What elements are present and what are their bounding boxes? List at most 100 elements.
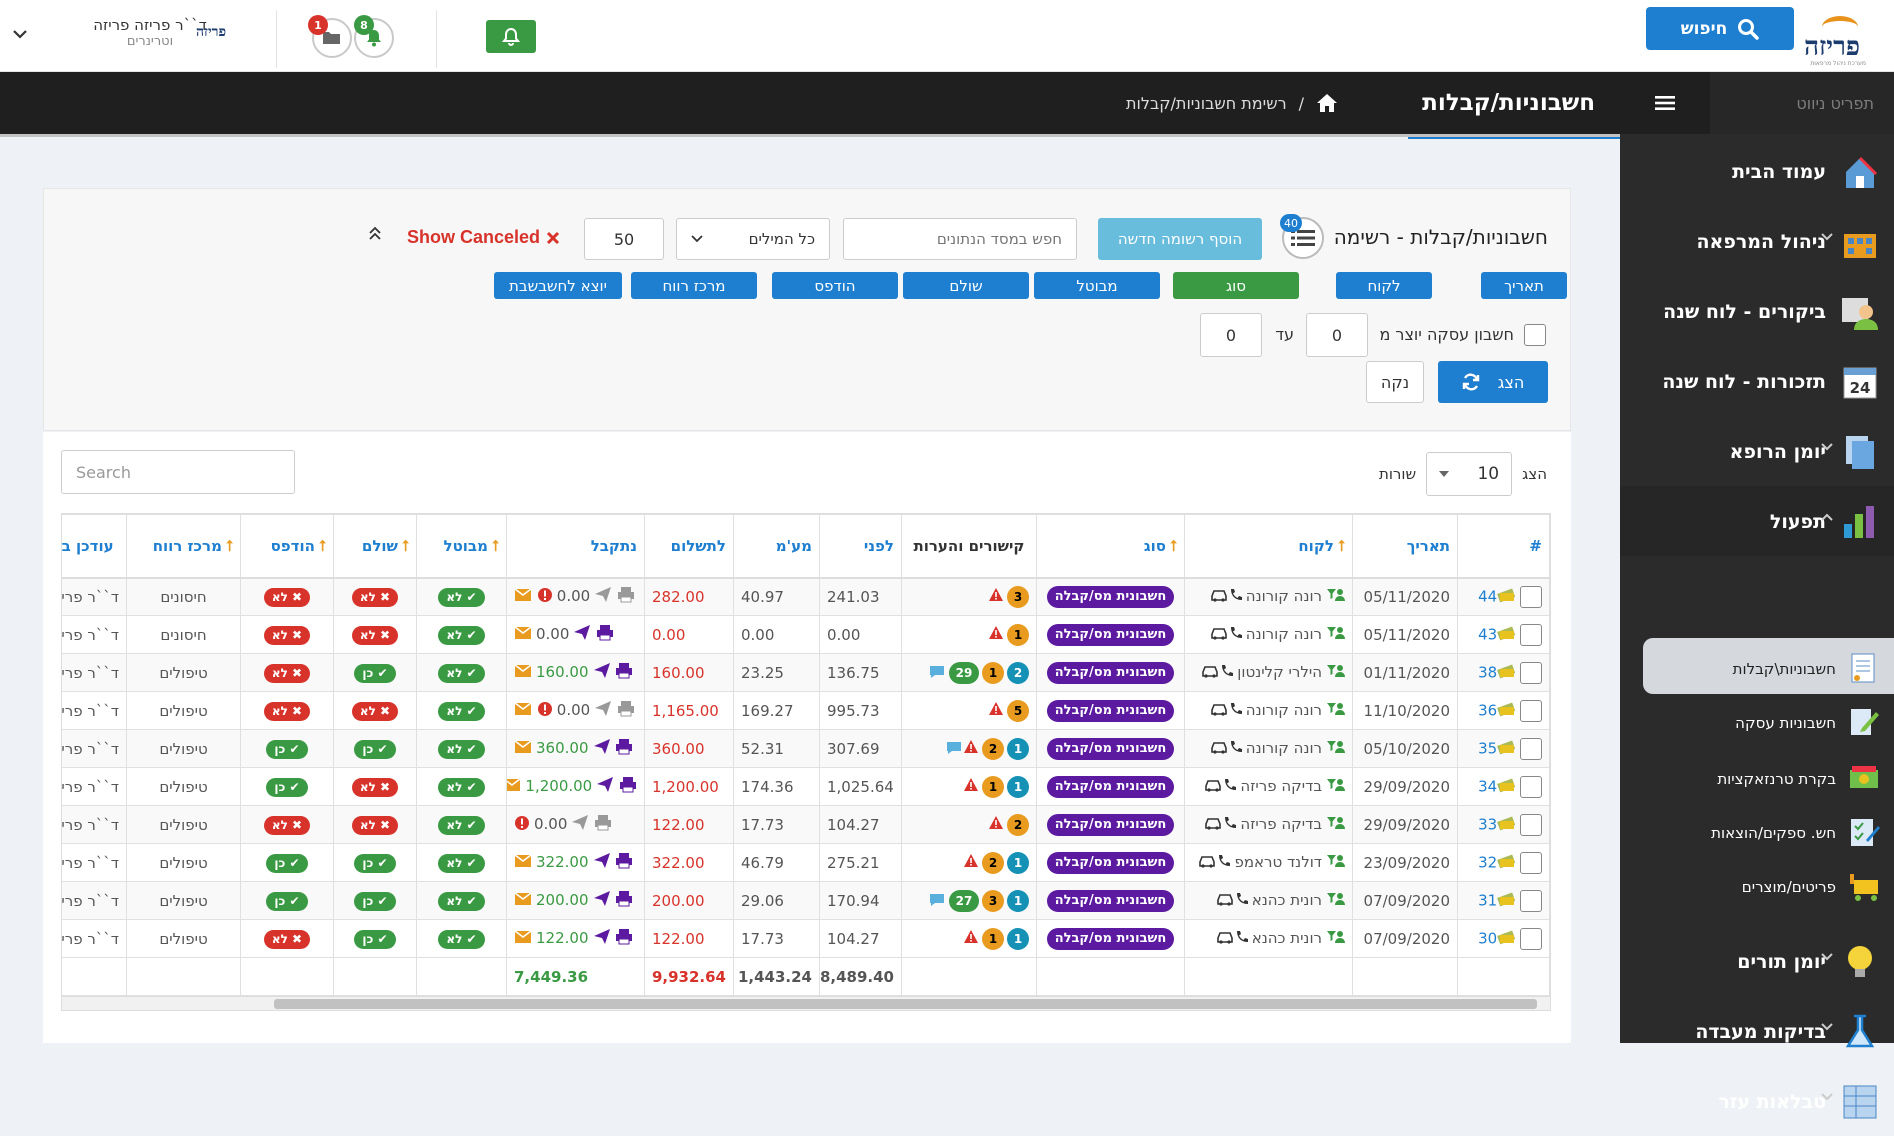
link-count-badge[interactable]: 1 (1007, 775, 1029, 798)
range-checkbox[interactable] (1524, 324, 1546, 346)
column-header-9[interactable]: ⭡מבוטל (416, 514, 507, 579)
sidebar-subitem-invoices[interactable]: חשבוניות\קבלות (1620, 642, 1894, 692)
table-row[interactable]: 32 23/09/2020 דולנד טראמפ חשבונית מס/קבלה 12… (62, 843, 1550, 882)
sidebar-item-doctor-journal[interactable]: יומן הרופא (1620, 416, 1894, 486)
notifications-button[interactable] (486, 20, 536, 53)
sidebar-subitem-suppliers[interactable]: חש. ספקים/הוצאות (1620, 806, 1894, 856)
row-checkbox[interactable] (1520, 661, 1542, 684)
row-client-name[interactable]: רונית כהנא (1251, 891, 1322, 909)
row-checkbox[interactable] (1520, 775, 1542, 798)
link-count-badge[interactable]: 27 (949, 889, 979, 912)
table-search-input[interactable]: Search (61, 450, 295, 494)
row-checkbox[interactable] (1520, 851, 1542, 874)
row-id-link[interactable]: 36 (1478, 701, 1498, 719)
sidebar-subitem-transactions-control[interactable]: בקרת טרנזאקציות (1620, 752, 1894, 802)
sidebar-item-home[interactable]: עמוד הבית (1620, 136, 1894, 206)
row-client-name[interactable]: רונה קורונה (1245, 739, 1322, 757)
show-button[interactable]: הצג (1438, 361, 1548, 403)
column-header-7[interactable]: לתשלום (644, 514, 734, 579)
row-checkbox[interactable] (1520, 623, 1542, 646)
table-row[interactable]: 30 07/09/2020 רונית כהנא חשבונית מס/קבלה 11 1… (62, 919, 1550, 958)
row-client-name[interactable]: דולנד טראמפ (1234, 853, 1322, 871)
row-checkbox[interactable] (1520, 737, 1542, 760)
row-id-link[interactable]: 38 (1478, 663, 1498, 681)
range-from-input[interactable]: 0 (1306, 313, 1368, 357)
row-client-name[interactable]: רונית כהנא (1251, 929, 1322, 947)
col-toggle-type[interactable]: סוג (1173, 272, 1299, 299)
row-checkbox[interactable] (1520, 889, 1542, 912)
link-count-badge[interactable]: 3 (1007, 585, 1029, 608)
table-row[interactable]: 43 05/11/2020 רונה קורונה חשבונית מס/קבלה 1 0… (62, 615, 1550, 654)
row-id-link[interactable]: 35 (1478, 739, 1498, 757)
sidebar-subitem-transaction-invoices[interactable]: חשבוניות עסקה (1620, 696, 1894, 746)
row-id-link[interactable]: 43 (1478, 625, 1498, 643)
app-logo[interactable]: פריזה מערכת ניהול מרפאות (1782, 14, 1866, 67)
col-toggle-canceled[interactable]: מבוטל (1034, 272, 1160, 299)
col-toggle-printed[interactable]: הודפס (772, 272, 898, 299)
table-row[interactable]: 35 05/10/2020 רונה קורונה חשבונית מס/קבלה 12… (62, 729, 1550, 768)
row-id-link[interactable]: 44 (1478, 587, 1498, 606)
row-checkbox[interactable] (1520, 699, 1542, 722)
sidebar-item-visits-calendar[interactable]: ביקורים - לוח שנה (1620, 276, 1894, 346)
page-size-input[interactable]: 50 (584, 218, 664, 260)
column-header-13[interactable]: עודכן בידי (62, 514, 127, 579)
link-count-badge[interactable]: 5 (1007, 699, 1029, 722)
link-count-badge[interactable]: 1 (982, 661, 1004, 684)
sidebar-item-clinic[interactable]: ניהול המרפאה (1620, 206, 1894, 276)
row-checkbox[interactable] (1520, 927, 1542, 950)
sidebar-item-helper-tables[interactable]: טבלאות עזר (1620, 1066, 1894, 1136)
horizontal-scrollbar[interactable] (62, 996, 1550, 1010)
column-header-12[interactable]: ⭡מרכז רווח (126, 514, 241, 579)
home-icon[interactable] (1316, 93, 1338, 113)
table-row[interactable]: 33 29/09/2020 בדיקה פריזה חשבונית מס/קבלה 2 1… (62, 805, 1550, 844)
row-client-name[interactable]: רונה קורונה (1245, 625, 1322, 643)
link-count-badge[interactable]: 1 (1007, 927, 1029, 950)
link-count-badge[interactable]: 1 (982, 927, 1004, 950)
row-client-name[interactable]: בדיקה פריזה (1240, 815, 1322, 833)
column-header-5[interactable]: לפני (819, 514, 902, 579)
column-header-10[interactable]: ⭡שולם (333, 514, 417, 579)
words-select[interactable]: כל המילים (676, 218, 830, 260)
row-id-link[interactable]: 32 (1478, 853, 1498, 871)
column-header-3[interactable]: ⭡סוג (1036, 514, 1185, 579)
folder-button[interactable]: 1 (308, 15, 352, 58)
link-count-badge[interactable]: 1 (982, 775, 1004, 798)
database-search-input[interactable] (843, 218, 1077, 260)
rows-per-page-select[interactable]: 10 (1426, 452, 1513, 496)
column-header-4[interactable]: קישורים והערות (901, 514, 1037, 579)
row-id-link[interactable]: 31 (1478, 891, 1498, 909)
row-client-name[interactable]: הילרי קלינטון (1237, 663, 1322, 681)
table-row[interactable]: 44 05/11/2020 רונה קורונה חשבונית מס/קבלה 3 2… (62, 577, 1550, 616)
row-checkbox[interactable] (1520, 585, 1542, 608)
sidebar-subitem-products[interactable]: פריטים/מוצרים (1620, 860, 1894, 910)
column-header-11[interactable]: ⭡הודפס (240, 514, 334, 579)
scrollbar-thumb[interactable] (274, 999, 1537, 1009)
col-toggle-date[interactable]: תאריך (1481, 272, 1567, 299)
sidebar-item-lab-tests[interactable]: בדיקות מעבדה (1620, 996, 1894, 1066)
col-toggle-profit-center[interactable]: מרכז רווח (631, 272, 757, 299)
col-toggle-export[interactable]: יוצא לחשבשבת (494, 272, 622, 299)
col-toggle-paid[interactable]: שולם (903, 272, 1029, 299)
user-profile[interactable]: ד``ר פריזה פריזה וטרינרים (60, 16, 240, 49)
table-row[interactable]: 34 29/09/2020 בדיקה פריזה חשבונית מס/קבלה 11… (62, 767, 1550, 806)
column-header-1[interactable]: תאריך (1352, 514, 1458, 579)
row-id-link[interactable]: 30 (1478, 929, 1498, 947)
search-button[interactable]: חיפוש (1646, 7, 1794, 50)
link-count-badge[interactable]: 1 (1007, 851, 1029, 874)
row-id-link[interactable]: 34 (1478, 777, 1498, 795)
link-count-badge[interactable]: 2 (982, 737, 1004, 760)
link-count-badge[interactable]: 2 (982, 851, 1004, 874)
link-count-badge[interactable]: 1 (1007, 737, 1029, 760)
add-record-button[interactable]: הוסף רשומה חדשה (1098, 218, 1262, 260)
collapse-double-chevron-icon[interactable] (367, 225, 383, 241)
link-count-badge[interactable]: 1 (1007, 889, 1029, 912)
column-header-0[interactable]: # (1457, 514, 1550, 579)
table-row[interactable]: 36 11/10/2020 רונה קורונה חשבונית מס/קבלה 5 9… (62, 691, 1550, 730)
link-count-badge[interactable]: 2 (1007, 661, 1029, 684)
table-row[interactable]: 38 01/11/2020 הילרי קלינטון חשבונית מס/קבלה… (62, 653, 1550, 692)
sidebar-item-reminders-calendar[interactable]: 24 תזכורות - לוח שנה (1620, 346, 1894, 416)
link-count-badge[interactable]: 3 (982, 889, 1004, 912)
link-count-badge[interactable]: 2 (1007, 813, 1029, 836)
show-canceled-toggle[interactable]: Show Canceled (407, 227, 560, 248)
row-client-name[interactable]: רונה קורונה (1245, 701, 1322, 719)
